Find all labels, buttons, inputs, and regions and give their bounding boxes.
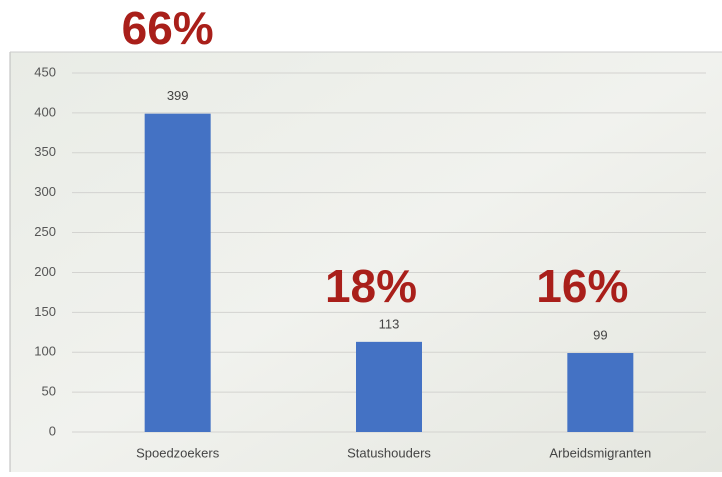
y-tick-label: 400 [34, 104, 56, 119]
annotation: 18% [325, 260, 417, 312]
y-tick-label: 300 [34, 184, 56, 199]
y-tick-label: 450 [34, 64, 56, 79]
y-tick-label: 50 [42, 384, 56, 399]
data-label: 99 [593, 327, 607, 342]
x-tick-label: Spoedzoekers [136, 445, 220, 460]
data-label: 399 [167, 88, 189, 103]
annotation: 66% [122, 2, 214, 54]
y-tick-label: 350 [34, 144, 56, 159]
x-tick-label: Arbeidsmigranten [549, 445, 651, 460]
x-tick-label: Statushouders [347, 445, 431, 460]
y-tick-label: 100 [34, 344, 56, 359]
y-tick-label: 150 [34, 304, 56, 319]
y-tick-label: 0 [49, 423, 56, 438]
bar [356, 341, 422, 432]
bar [144, 113, 211, 432]
data-label: 113 [379, 316, 400, 331]
bar [567, 353, 634, 432]
y-tick-label: 200 [34, 264, 56, 279]
y-tick-label: 250 [34, 224, 56, 239]
annotation: 16% [536, 260, 628, 312]
